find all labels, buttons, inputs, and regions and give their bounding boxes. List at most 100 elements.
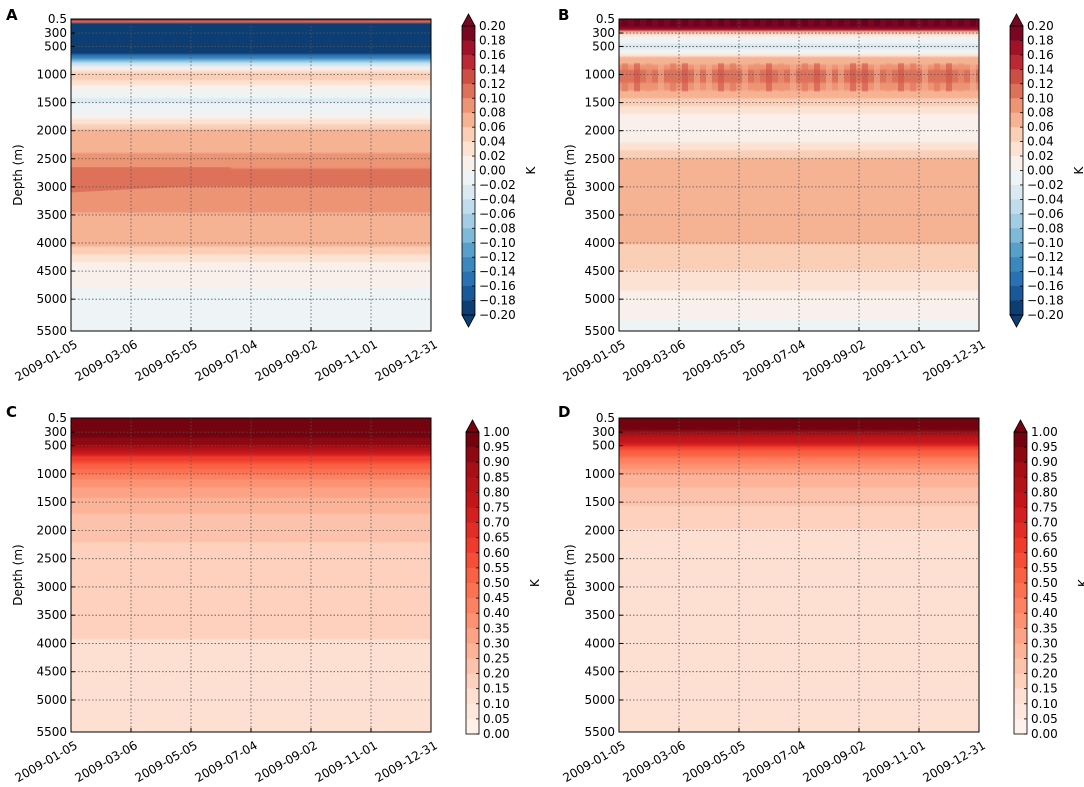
texture-streak (670, 63, 676, 92)
x-tick-label: 2009-09-02 (252, 738, 319, 785)
colorbar-segment (462, 199, 475, 215)
y-tick-label: 4000 (584, 236, 615, 250)
colorbar-tick-label: 0.65 (1031, 531, 1058, 545)
texture-streak (706, 19, 712, 27)
texture-streak (958, 19, 964, 27)
colorbar-segment (1010, 69, 1023, 85)
y-tick-label: 2000 (36, 523, 67, 537)
y-tick-label: 4000 (36, 236, 67, 250)
texture-streak (646, 63, 652, 92)
colorbar-segment (466, 492, 479, 508)
colorbar-tick-label: 0.20 (1031, 667, 1058, 681)
colorbar-segment (1010, 156, 1023, 171)
y-tick-label: 300 (44, 425, 67, 439)
colorbar-tick-label: −0.14 (479, 265, 516, 279)
x-tick-label: 2009-09-02 (252, 337, 319, 384)
colorbar-tick-label: 1.00 (483, 425, 510, 439)
colorbar-tick-label: 0.04 (1027, 135, 1054, 149)
colorbar-tick-label: 0.60 (483, 546, 510, 560)
colorbar-segment (466, 718, 479, 735)
y-tick-label: 3500 (584, 608, 615, 622)
y-tick-label: 1000 (584, 467, 615, 481)
colorbar-segment (462, 242, 475, 258)
contour-field (619, 418, 979, 732)
colorbar-segment (1014, 522, 1027, 539)
y-tick-label: 300 (44, 26, 67, 40)
texture-streak (814, 63, 820, 92)
texture-streak (766, 63, 772, 92)
y-tick-label: 4500 (36, 264, 67, 278)
contour-field (71, 418, 431, 732)
colorbar-segment (462, 83, 475, 99)
y-axis-label: Depth (m) (563, 544, 577, 605)
colorbar-tick-label: 0.06 (479, 120, 506, 134)
y-tick-label: 2500 (36, 552, 67, 566)
y-tick-label: 500 (592, 439, 615, 453)
colorbar-segment (466, 598, 479, 614)
texture-streak (742, 63, 748, 92)
y-tick-label: 1500 (36, 96, 67, 110)
colorbar-tick-label: −0.06 (1027, 207, 1064, 221)
x-tick-label: 2009-11-01 (860, 738, 927, 785)
texture-streak (634, 19, 640, 27)
colorbar-segment (1014, 658, 1027, 674)
y-tick-label: 3500 (584, 208, 615, 222)
x-tick-label: 2009-07-04 (740, 738, 807, 785)
colorbar-tick-label: 0.16 (479, 48, 506, 62)
colorbar-segment (462, 271, 475, 287)
texture-streak (862, 63, 868, 92)
x-tick-label: 2009-01-05 (560, 337, 627, 384)
y-tick-label: 5000 (36, 292, 67, 306)
colorbar-segment (1014, 537, 1027, 554)
colorbar-tick-label: 0.08 (1027, 106, 1054, 120)
texture-streak (718, 19, 724, 27)
y-tick-label: 1000 (36, 467, 67, 481)
colorbar-segment (1014, 432, 1027, 448)
y-tick-label: 3000 (36, 580, 67, 594)
x-tick-label: 2009-07-04 (740, 337, 807, 384)
texture-streak (622, 63, 628, 92)
x-tick-label: 2009-01-05 (12, 738, 79, 785)
colorbar-segment (1014, 673, 1027, 690)
colorbar-extend-max (465, 419, 480, 433)
colorbar-tick-label: 0.14 (1027, 62, 1054, 76)
colorbar-tick-label: −0.16 (479, 279, 516, 293)
texture-streak (634, 63, 640, 92)
texture-streak (790, 63, 796, 92)
texture-streak (838, 63, 844, 92)
x-tick-label: 2009-01-05 (560, 738, 627, 785)
colorbar-extend-min (461, 314, 476, 328)
colorbar-tick-label: −0.20 (1027, 308, 1064, 322)
y-tick-label: 0.5 (48, 411, 67, 425)
colorbar-segment (1010, 141, 1023, 157)
colorbar-tick-label: −0.16 (1027, 279, 1064, 293)
texture-streak (886, 19, 892, 27)
colorbar-tick-label: 0.16 (1027, 48, 1054, 62)
colorbar-segment (462, 127, 475, 142)
texture-streak (730, 63, 736, 92)
colorbar-segment (1010, 54, 1023, 70)
colorbar-segment (1014, 552, 1027, 569)
colorbar-segment (462, 26, 475, 41)
colorbar-tick-label: −0.04 (1027, 192, 1064, 206)
texture-streak (766, 19, 772, 27)
colorbar-segment (466, 673, 479, 690)
colorbar-tick-label: 0.00 (1031, 727, 1058, 741)
colorbar-tick-label: 1.00 (1031, 425, 1058, 439)
colorbar-segment (466, 583, 479, 599)
colorbar-segment (1010, 40, 1023, 56)
colorbar-segment (1010, 127, 1023, 142)
colorbar-tick-label: 0.55 (483, 561, 510, 575)
x-tick-label: 2009-11-01 (312, 337, 379, 384)
texture-streak (646, 19, 652, 27)
x-tick-label: 2009-12-31 (920, 738, 987, 785)
x-tick-label: 2009-11-01 (860, 337, 927, 384)
colorbar-tick-label: 0.95 (1031, 440, 1058, 454)
colorbar-segment (1014, 598, 1027, 614)
texture-streak (922, 19, 928, 27)
colorbar-tick-label: 0.40 (1031, 606, 1058, 620)
panel-letter: A (6, 6, 18, 24)
colorbar-segment (1010, 257, 1023, 273)
y-tick-label: 5500 (584, 725, 615, 739)
